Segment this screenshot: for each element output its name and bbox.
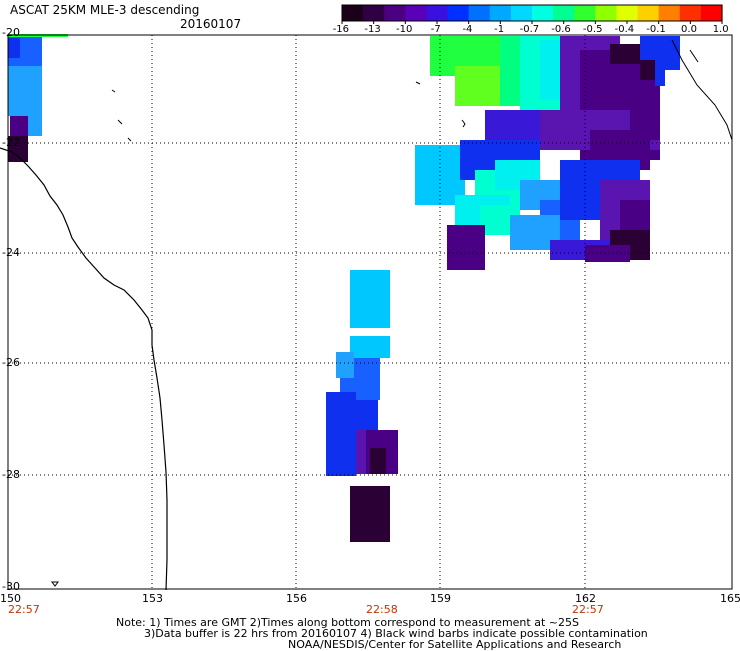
colorbar-swatch — [532, 5, 554, 21]
swath-cell — [8, 38, 20, 58]
swath-cell — [370, 448, 386, 474]
colorbar-swatch — [468, 5, 491, 21]
longitude-label: 159 — [430, 592, 451, 605]
note-line-1: Note: 1) Times are GMT 2)Times along bot… — [116, 616, 579, 629]
time-label: 22:57 — [8, 603, 40, 616]
colorbar-tick-label: -0.1 — [646, 24, 666, 35]
colorbar-swatch — [384, 5, 406, 21]
colorbar-swatch — [510, 5, 533, 21]
latitude-label: -26 — [2, 356, 20, 369]
longitude-label: 153 — [142, 592, 163, 605]
swath-cell — [10, 116, 28, 136]
colorbar-tick-label: -16 — [332, 24, 350, 35]
note-line-2: 3)Data buffer is 22 hrs from 20160107 4)… — [144, 627, 648, 640]
colorbar-swatch — [679, 5, 702, 21]
longitude-label: 162 — [575, 592, 596, 605]
longitude-label: 150 — [0, 592, 21, 605]
colorbar-tick-label: -10 — [396, 24, 413, 35]
colorbar-tick-label: -13 — [364, 24, 381, 35]
colorbar-swatch — [553, 5, 575, 21]
colorbar — [341, 4, 723, 24]
colorbar-tick-label: 1.0 — [712, 24, 729, 35]
swath-cell — [356, 400, 378, 430]
colorbar-swatch — [595, 5, 618, 21]
latitude-label: -28 — [2, 468, 20, 481]
colorbar-swatch — [658, 5, 681, 21]
swath-cell — [354, 358, 380, 400]
lat-lon-grid — [8, 35, 732, 589]
swath-cell — [28, 116, 42, 136]
swath-cell — [350, 270, 390, 328]
colorbar-swatch — [700, 5, 723, 21]
longitude-label: 156 — [286, 592, 307, 605]
latitude-label: -30 — [2, 580, 20, 593]
colorbar-tick-label: 0.0 — [681, 24, 697, 35]
colorbar-swatch — [574, 5, 596, 21]
swath-cell — [336, 352, 354, 378]
colorbar-swatch — [447, 5, 470, 21]
latitude-label: -20 — [2, 26, 20, 39]
colorbar-tick-label: -0.5 — [582, 24, 603, 35]
swath-cell — [610, 44, 640, 64]
colorbar-swatch — [342, 5, 364, 21]
map-title: ASCAT 25KM MLE-3 descending — [10, 3, 200, 17]
colorbar-swatch — [637, 5, 660, 21]
colorbar-swatch — [489, 5, 512, 21]
latitude-label: -24 — [2, 246, 20, 259]
colorbar-tick-label: -7 — [430, 24, 441, 35]
swath-cell — [326, 392, 356, 476]
swath-cell — [655, 56, 665, 86]
colorbar-tick-label: -0.6 — [551, 24, 571, 35]
colorbar-swatch — [616, 5, 639, 21]
colorbar-tick-label: -0.4 — [614, 24, 635, 35]
islands — [51, 39, 733, 587]
swath-cell — [447, 225, 485, 270]
colorbar-tick-label: -1 — [494, 24, 505, 35]
time-label: 22:58 — [366, 603, 398, 616]
time-label: 22:57 — [572, 603, 604, 616]
mle-swath-data — [8, 34, 680, 542]
swath-cell — [350, 336, 390, 358]
swath-cell — [630, 90, 660, 140]
longitude-label: 165 — [720, 592, 740, 605]
swath-cell — [350, 486, 390, 542]
coastline — [0, 147, 168, 591]
colorbar-swatch — [405, 5, 428, 21]
note-line-3: NOAA/NESDIS/Center for Satellite Applica… — [288, 638, 622, 651]
map-frame — [7, 34, 733, 590]
swath-cell — [8, 66, 42, 116]
swath-cell — [585, 245, 630, 262]
swath-cell — [640, 60, 655, 80]
colorbar-tick-label: -4 — [462, 24, 473, 35]
colorbar-tick-label: -0.7 — [519, 24, 540, 35]
colorbar-swatch — [363, 5, 385, 21]
map-date: 20160107 — [180, 17, 242, 31]
colorbar-swatch — [426, 5, 449, 21]
latitude-label: -22 — [2, 136, 20, 149]
